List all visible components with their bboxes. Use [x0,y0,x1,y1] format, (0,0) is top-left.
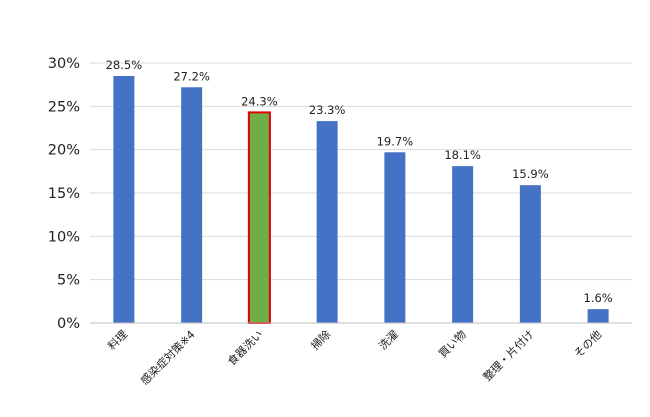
bar [452,166,474,323]
bar [113,76,135,323]
data-label: 27.2% [173,69,210,83]
y-axis-ticks: 0% 5% 10% 15% 20% 25% 30% [48,56,80,332]
x-tick-label: 買い物 [436,327,469,360]
x-tick-label: 洗濯 [376,328,401,353]
bar [587,309,609,323]
data-label: 18.1% [444,148,481,162]
y-tick-label: 5% [57,273,80,289]
y-tick-label: 20% [48,143,80,159]
y-tick-label: 25% [48,99,80,115]
bar-highlighted [247,111,271,325]
gridlines [90,62,632,281]
x-tick-label: その他 [572,328,605,361]
bars [113,76,609,325]
x-tick-label: 食器洗い [224,327,265,368]
x-tick-label: 感染症対策※4 [137,327,197,387]
y-tick-label: 15% [48,186,80,202]
x-axis-labels: 料理 感染症対策※4 食器洗い 掃除 洗濯 買い物 整理・片付け その他 [105,327,605,387]
data-label: 23.3% [309,103,346,117]
y-tick-label: 30% [48,56,80,72]
bar [519,185,541,323]
data-label: 15.9% [512,167,549,181]
x-tick-label: 掃除 [308,327,333,352]
data-label: 1.6% [584,291,613,305]
y-tick-label: 10% [48,229,80,245]
bar [384,152,406,323]
data-label: 24.3% [241,94,278,108]
data-labels: 28.5% 27.2% 24.3% 23.3% 19.7% 18.1% 15.9% 1.6% [106,58,613,305]
bar [181,87,203,324]
x-tick-label: 料理 [105,327,130,352]
x-tick-label: 整理・片付け [480,327,537,384]
data-label: 19.7% [377,134,414,148]
y-tick-label: 0% [57,316,80,332]
data-label: 28.5% [106,58,143,72]
bar [316,121,338,323]
